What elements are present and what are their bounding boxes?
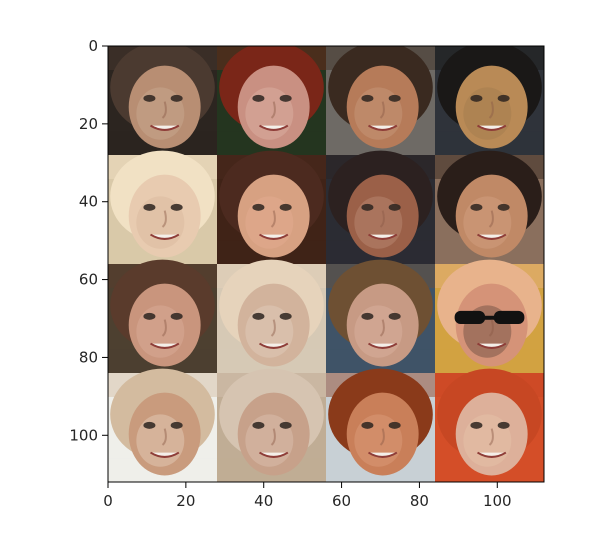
face-r4c3 [326,368,435,482]
y-tick-label: 20 [79,115,98,133]
x-axis: 0 20 40 60 80 100 [103,482,512,510]
face-r2c4 [435,150,544,264]
face-r4c4 [435,368,544,482]
x-tick-label: 60 [332,492,351,510]
x-tick-label: 0 [103,492,113,510]
face-r1c2 [217,46,326,155]
y-tick-label: 0 [88,37,98,55]
face-r4c1 [108,368,217,482]
x-tick-label: 20 [176,492,195,510]
face-r1c4 [435,46,544,155]
face-r4c2 [217,368,326,482]
y-tick-label: 60 [79,271,98,289]
face-r1c3 [326,46,435,155]
face-r2c1 [108,150,217,264]
face-r3c2 [217,259,326,373]
y-tick-label: 100 [69,426,98,444]
y-tick-label: 80 [79,348,98,366]
y-tick-label: 40 [79,193,98,211]
face-r1c1 [108,46,217,155]
face-r3c1 [108,259,217,373]
y-axis: 0 20 40 60 80 100 [69,37,108,444]
face-r2c3 [326,150,435,264]
x-tick-label: 40 [254,492,273,510]
face-r3c4 [435,259,544,373]
x-tick-label: 80 [410,492,429,510]
face-r2c2 [217,150,326,264]
x-tick-label: 100 [483,492,512,510]
plot-frame [107,45,545,483]
image-tiles [108,46,544,482]
face-r3c3 [326,259,435,373]
